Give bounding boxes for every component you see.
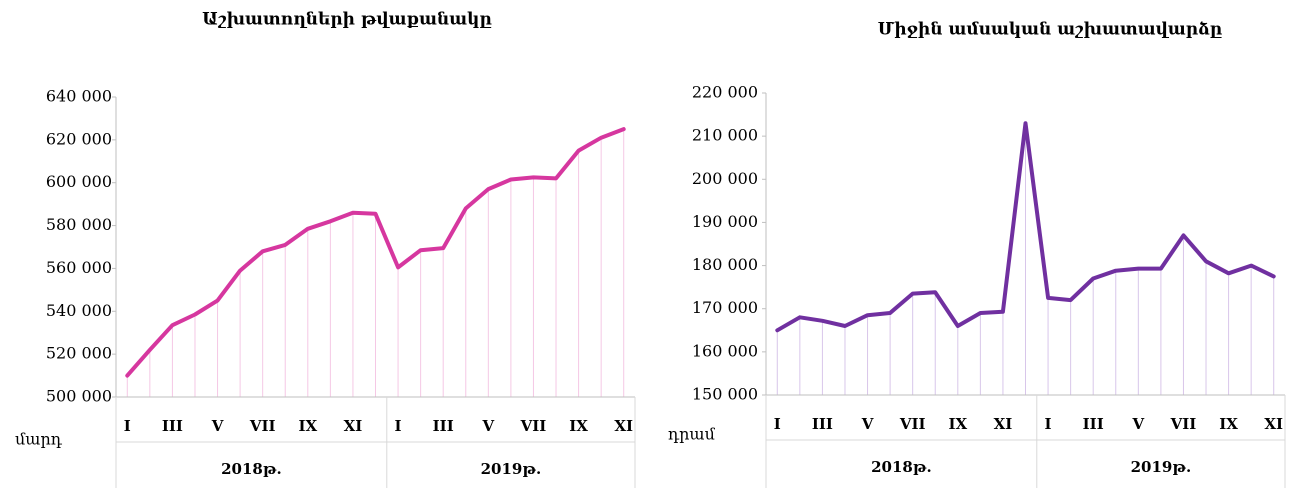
x-tick-label: I [1045,415,1052,433]
x-tick-label: III [162,417,183,435]
y-tick-label: 170 000 [692,298,758,317]
group-label: 2018թ. [871,458,932,476]
y-tick-label: 640 000 [46,87,112,106]
chart-title: Միջին ամսական աշխատավարձը [878,20,1223,40]
x-tick-label: IX [1219,415,1238,433]
y-axis-unit: դրամ [668,425,716,444]
y-tick-label: 160 000 [692,341,758,360]
x-tick-label: V [1132,415,1145,433]
data-line [125,127,626,378]
x-tick-label: XI [344,417,363,435]
group-label: 2018թ. [221,460,282,478]
x-tick-label: I [395,417,402,435]
y-tick-label: 560 000 [46,258,112,277]
y-tick-label: 220 000 [692,83,758,102]
x-tick-label: VII [899,415,926,433]
y-tick-label: 600 000 [46,172,112,191]
x-tick-label: V [211,417,224,435]
y-tick-label: 520 000 [46,344,112,363]
data-line [775,121,1276,333]
y-tick-label: 500 000 [46,387,112,406]
x-tick-label: XI [614,417,633,435]
group-label: 2019թ. [1131,458,1192,476]
x-tick-label: IX [569,417,588,435]
y-tick-label: 580 000 [46,215,112,234]
x-tick-label: IX [298,417,317,435]
y-tick-label: 200 000 [692,169,758,188]
y-tick-label: 190 000 [692,212,758,231]
x-tick-label: III [812,415,833,433]
x-tick-label: VII [1170,415,1197,433]
x-tick-label: V [482,417,495,435]
x-tick-label: IX [948,415,967,433]
x-tick-label: III [433,417,454,435]
x-tick-label: XI [994,415,1013,433]
y-tick-label: 210 000 [692,126,758,145]
x-tick-label: VII [520,417,547,435]
group-label: 2019թ. [481,460,542,478]
x-tick-label: V [861,415,874,433]
x-tick-label: I [774,415,781,433]
y-tick-label: 620 000 [46,129,112,148]
x-tick-label: I [124,417,131,435]
x-tick-label: III [1083,415,1104,433]
y-axis-unit: մարդ [15,430,63,449]
x-tick-label: XI [1264,415,1283,433]
y-tick-label: 180 000 [692,255,758,274]
x-tick-label: VII [249,417,276,435]
y-tick-label: 540 000 [46,301,112,320]
y-tick-label: 150 000 [692,385,758,404]
chart-title: Աշխատողների թվաքանակը [202,10,492,30]
